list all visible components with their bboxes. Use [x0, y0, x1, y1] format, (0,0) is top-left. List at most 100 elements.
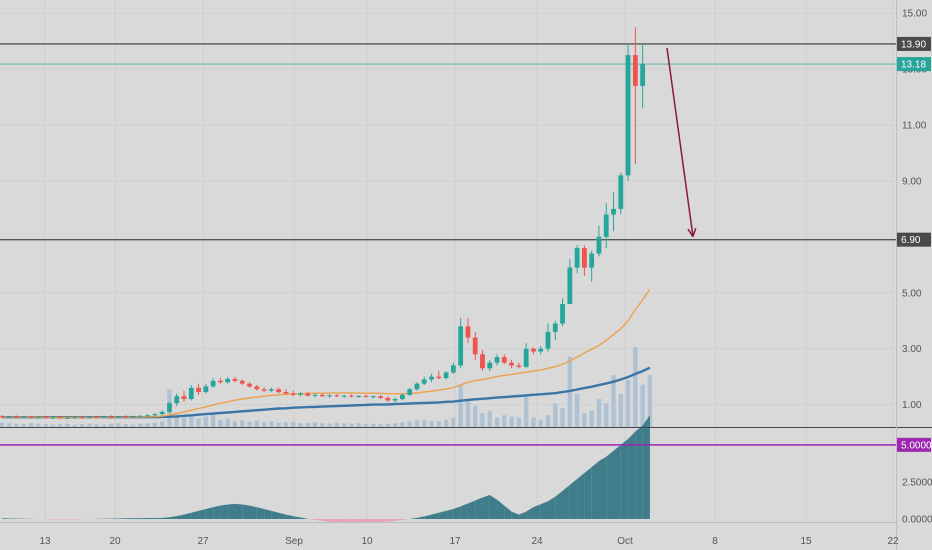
volume-bar-63 [458, 384, 463, 427]
volume-bar-47 [341, 423, 347, 427]
volume-bar-18 [130, 424, 136, 427]
candle-body-70 [509, 362, 514, 366]
volume-bar-39 [283, 422, 289, 427]
oscillator-area-74 [540, 501, 548, 520]
volume-bar-19 [138, 423, 143, 427]
candlesticks [0, 27, 646, 420]
price-tags: 13.90 6.90 13.18 5.0000 [897, 36, 932, 452]
price-tick-label-5: 11.00 [902, 121, 927, 132]
time-tick-label-10: 22 [887, 536, 899, 547]
volume-bar-9 [65, 423, 70, 427]
oscillator-area-26 [191, 510, 199, 520]
candle-body-23 [167, 403, 172, 412]
candle-body-7 [50, 417, 56, 419]
level-tag-0-bg [897, 36, 931, 51]
candle-body-27 [196, 387, 201, 393]
candle-body-28 [203, 386, 209, 393]
oscillator-area-38 [278, 512, 286, 520]
candle-body-77 [560, 303, 565, 324]
price-tick-label-1: 3.00 [902, 344, 922, 355]
volume-bar-30 [218, 419, 223, 427]
volume-bar-73 [531, 417, 536, 427]
volume-bar-77 [560, 408, 565, 427]
oscillator-area-55 [402, 519, 410, 520]
volume-bar-56 [407, 421, 412, 427]
candle-body-2 [14, 416, 19, 418]
oscillator-area-77 [562, 484, 570, 520]
oscillator-area-73 [533, 504, 541, 520]
oscillator-level-tag-text: 5.0000 [901, 440, 932, 451]
candle-body-65 [472, 337, 478, 355]
candle-body-80 [582, 248, 587, 268]
oscillator-area-69 [504, 505, 512, 520]
volume-bar-17 [123, 424, 128, 427]
candle-body-13 [94, 416, 100, 418]
last-price-tag-bg [897, 57, 931, 72]
candle-body-3 [21, 416, 27, 418]
candle-body-47 [341, 395, 347, 397]
oscillator-area-51 [373, 519, 381, 523]
trend-arrow[interactable] [666, 47, 697, 238]
volume-bar-57 [414, 420, 420, 427]
oscillator-area-34 [249, 505, 257, 520]
oscillator-level-tag-bg [897, 437, 931, 452]
oscillator-area-21 [154, 517, 163, 520]
volume-bar-84 [611, 375, 616, 427]
oscillator-area-83 [606, 450, 614, 520]
volume-bar-11 [79, 424, 85, 427]
candle-body-75 [545, 331, 551, 349]
volume-bar-80 [582, 412, 587, 427]
oscillator-area-67 [489, 494, 498, 520]
volume-bar-88 [640, 384, 645, 427]
candle-body-76 [552, 323, 558, 332]
oscillator-area-56 [409, 517, 417, 520]
candle-body-22 [159, 411, 165, 415]
oscillator-area-64 [467, 500, 476, 520]
candle-body-67 [487, 362, 493, 369]
candle-body-45 [327, 395, 332, 397]
oscillator-area-32 [234, 503, 243, 520]
volume-bar-85 [618, 394, 623, 427]
candle-body-63 [458, 326, 464, 366]
volume-bar-79 [574, 394, 580, 427]
time-tick-label-9: 15 [800, 536, 812, 547]
volume-bar-53 [385, 423, 391, 427]
volume-bar-68 [494, 417, 500, 427]
candle-body-83 [603, 214, 609, 237]
volume-bar-0 [0, 422, 5, 427]
volume-bar-46 [334, 422, 340, 427]
volume-bar-13 [94, 424, 99, 427]
volume-bar-69 [502, 415, 507, 427]
candle-body-49 [356, 395, 362, 397]
horizontal-levels[interactable] [0, 43, 896, 241]
candle-body-68 [494, 357, 500, 363]
volume-bar-37 [269, 421, 274, 427]
volume-bar-70 [509, 416, 514, 427]
oscillator-area-57 [416, 516, 425, 520]
volume-bar-74 [538, 419, 543, 427]
oscillator-area-20 [147, 517, 155, 520]
price-tick-label-4: 9.00 [902, 176, 922, 187]
candle-body-46 [334, 395, 340, 397]
candle-body-39 [283, 392, 289, 394]
time-tick-label-5: 17 [449, 536, 461, 547]
candle-body-51 [370, 396, 376, 398]
oscillator-area-58 [424, 514, 432, 520]
volume-bar-28 [203, 416, 209, 427]
candle-body-69 [501, 357, 507, 363]
volume-bar-4 [28, 423, 34, 427]
candle-body-31 [225, 378, 231, 383]
time-tick-label-8: 8 [712, 536, 718, 547]
candle-body-8 [57, 417, 63, 419]
oscillator-area-76 [555, 490, 563, 520]
time-tick-label-6: 24 [531, 536, 543, 547]
oscillator-area-45 [329, 519, 337, 523]
oscillator-area-0 [2, 518, 10, 520]
volume-bar-41 [298, 423, 303, 427]
candle-body-56 [407, 389, 413, 395]
oscillator-area-50 [366, 519, 374, 523]
volume-bar-31 [225, 418, 230, 427]
oscillator-area-37 [271, 510, 279, 520]
